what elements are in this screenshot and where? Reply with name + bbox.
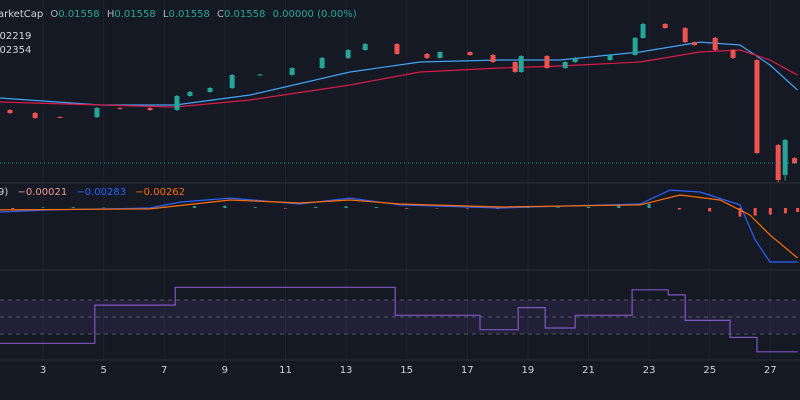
histogram-bar: [314, 206, 318, 208]
change: 0.00000 (0.00%): [273, 9, 357, 20]
x-tick-label: 17: [461, 365, 474, 376]
histogram-bar: [586, 206, 590, 208]
x-tick-label: 19: [522, 365, 535, 376]
histogram-bar: [102, 207, 106, 209]
candle-body: [289, 67, 295, 75]
candle-body: [207, 87, 213, 92]
histogram-bar: [753, 207, 757, 216]
histogram-bar: [193, 206, 197, 208]
histogram-bar: [283, 207, 287, 209]
x-tick-label: 13: [340, 365, 353, 376]
candle-body: [319, 57, 325, 68]
macd-params: 9): [0, 187, 8, 198]
histogram-bar: [647, 203, 651, 208]
histogram-bar: [374, 207, 378, 208]
x-tick-label: 9: [222, 365, 228, 376]
candle-body: [490, 54, 496, 63]
histogram-bar: [405, 207, 409, 209]
histogram-bar: [617, 205, 621, 208]
candle-body: [518, 55, 524, 72]
field-value: 0.01558: [58, 9, 99, 20]
candle-body: [730, 49, 736, 58]
candle-body: [682, 28, 688, 43]
field-label: O: [50, 9, 58, 20]
x-tick-label: 25: [703, 365, 716, 376]
indicator-line: [0, 189, 798, 263]
candle-body: [792, 158, 798, 164]
field-label: C: [217, 9, 224, 20]
histogram-bar: [41, 207, 45, 208]
x-tick-label: 23: [643, 365, 656, 376]
histogram-bar: [344, 206, 348, 208]
x-tick-label: 3: [40, 365, 46, 376]
indicator-line: [0, 286, 798, 353]
signal-value: −0.00262: [135, 187, 185, 198]
candle-body: [782, 139, 788, 175]
x-tick-label: 5: [100, 365, 106, 376]
candle-body: [572, 57, 578, 63]
candle-body: [662, 23, 668, 29]
x-tick-label: 11: [279, 365, 292, 376]
candle-body: [607, 54, 613, 61]
candle-body: [775, 145, 781, 181]
candle-body: [94, 107, 100, 117]
candle-body: [117, 107, 123, 109]
histogram-bar: [677, 207, 681, 210]
candle-body: [512, 62, 518, 72]
candle-body: [437, 51, 443, 58]
indicator-line: [0, 194, 798, 259]
histogram-value: −0.00021: [17, 187, 67, 198]
field-value: 0.01558: [168, 9, 209, 20]
histogram-bar: [253, 207, 257, 208]
macd-value: −0.00283: [76, 187, 126, 198]
candle-body: [712, 37, 718, 50]
candle-body: [544, 55, 550, 68]
histogram-bar: [768, 207, 772, 215]
histogram-bar: [738, 207, 742, 217]
field-value: 0.01558: [224, 9, 265, 20]
histogram-bar: [465, 207, 469, 209]
candle-body: [147, 107, 153, 111]
candle-body: [640, 23, 646, 38]
field-label: H: [107, 9, 115, 20]
candle-body: [345, 49, 351, 58]
histogram-bar: [556, 207, 560, 208]
x-tick-label: 21: [582, 365, 595, 376]
candle-body: [257, 74, 263, 76]
histogram-bar: [71, 207, 75, 208]
histogram-bar: [223, 205, 227, 208]
candle-body: [32, 113, 38, 118]
candle-body: [174, 96, 180, 111]
symbol: arketCap: [0, 9, 43, 20]
candle-body: [229, 74, 235, 88]
candle-body: [394, 44, 400, 54]
candle-body: [424, 53, 430, 58]
candle-body: [562, 62, 568, 68]
histogram-bar: [435, 207, 439, 209]
histogram-bar: [11, 207, 15, 209]
histogram-bar: [708, 207, 712, 212]
ohlc-header: arketCap O0.01558 H0.01558 L0.01558 C0.0…: [0, 9, 357, 20]
x-tick-label: 27: [764, 365, 777, 376]
ma-value: 0.02219: [0, 31, 31, 42]
histogram-bar: [783, 207, 787, 214]
histogram-bar: [796, 207, 800, 212]
candle-body: [187, 91, 193, 97]
candle-body: [692, 42, 698, 46]
ma-value: 0.02354: [0, 45, 31, 56]
field-value: 0.01558: [114, 9, 155, 20]
x-tick-label: 15: [400, 365, 413, 376]
field-label: L: [163, 9, 169, 20]
macd-legend: 9) −0.00021 −0.00283 −0.00262: [0, 187, 185, 198]
candle-body: [467, 51, 473, 55]
candle-body: [754, 60, 760, 153]
candle-body: [7, 110, 13, 114]
candle-body: [632, 37, 638, 55]
x-tick-label: 7: [161, 365, 167, 376]
candle-body: [57, 116, 63, 118]
candle-body: [362, 44, 368, 50]
